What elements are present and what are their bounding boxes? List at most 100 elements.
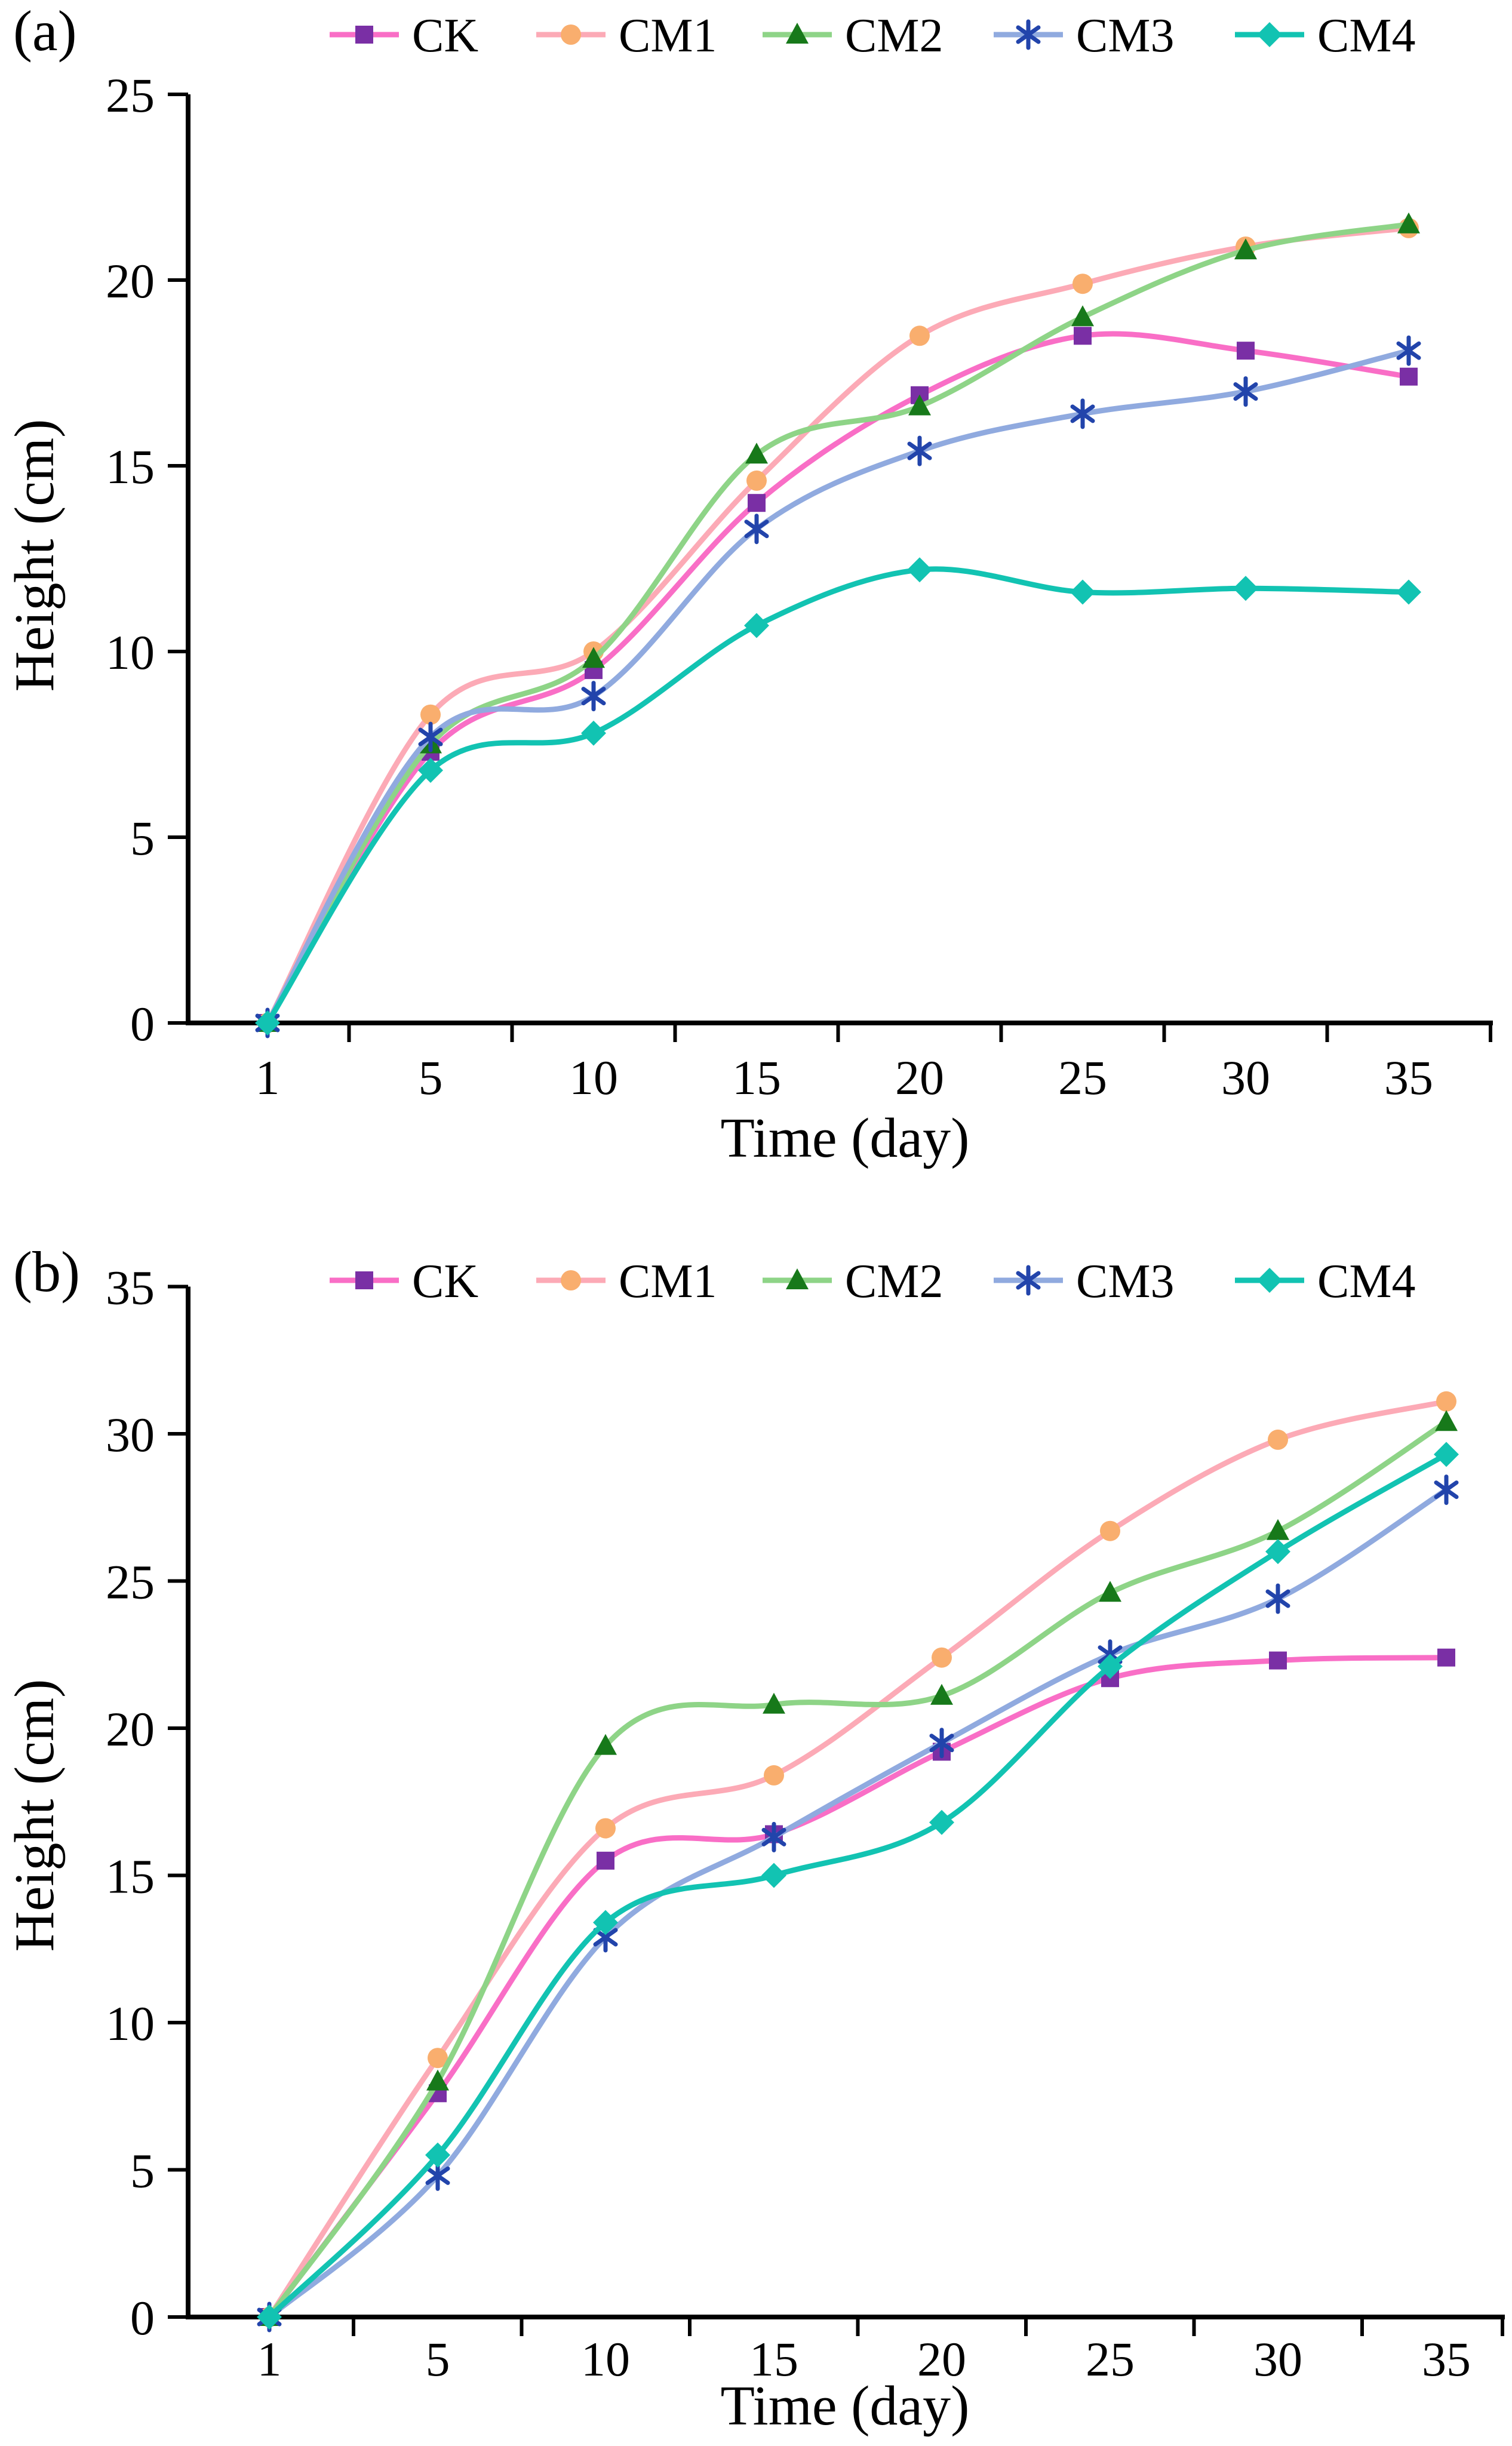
- legend-label-CK: CK: [412, 1255, 478, 1308]
- x-tick-label: 5: [419, 1050, 443, 1105]
- panel-a-x-axis-title: Time (day): [720, 1107, 970, 1169]
- series-CM4-diamond-marker: [418, 758, 443, 783]
- series-CM3-asterisk-stroke: [1396, 341, 1421, 360]
- axis-spines: [186, 94, 1493, 1025]
- series-CM3-asterisk-marker: [581, 681, 606, 712]
- y-tick-label: 15: [106, 440, 155, 494]
- series-CM3-asterisk-marker: [929, 1728, 954, 1759]
- series-CM3-asterisk-marker: [744, 514, 769, 545]
- legend-CK-square-marker: [355, 26, 373, 44]
- legend-item-CM1: CM1: [536, 10, 717, 62]
- series-CK-square-marker: [1437, 1648, 1455, 1667]
- series-CM1-circle-marker: [1072, 274, 1093, 294]
- x-tick-label: 5: [426, 2332, 450, 2386]
- series-CK-square-marker: [1074, 327, 1092, 345]
- series-line-CM3: [266, 1487, 1449, 2320]
- legend-item-CM4: CM4: [1235, 1255, 1416, 1308]
- legend-CM3-asterisk-marker: [1016, 1265, 1041, 1296]
- legend-CM1-circle-marker: [561, 24, 581, 45]
- series-CM1-circle-marker: [420, 704, 441, 725]
- series-CM1-circle-marker: [1268, 1429, 1288, 1450]
- legend-CM1-circle-marker: [561, 1270, 581, 1290]
- series-CM4-diamond-marker: [593, 1910, 618, 1935]
- panel-b-label: (b): [13, 1240, 80, 1304]
- series-CM4-diamond-marker: [425, 2142, 450, 2168]
- x-tick-label: 10: [581, 2332, 630, 2386]
- series-line-CM4: [266, 1452, 1449, 2320]
- series-CM4-diamond-marker: [761, 1863, 786, 1888]
- series-CK-square-marker: [1237, 342, 1255, 360]
- series-CM3-asterisk-marker: [761, 1821, 786, 1852]
- legend-label-CM4: CM4: [1317, 1255, 1416, 1308]
- series-CM1-circle-marker: [909, 325, 930, 346]
- legend-item-CM1: CM1: [536, 1255, 717, 1308]
- y-tick-label: 5: [130, 2144, 155, 2198]
- y-tick-label: 35: [106, 1261, 155, 1315]
- series-CM4-diamond-marker: [907, 557, 932, 583]
- series-CM4-diamond-marker: [1233, 576, 1258, 601]
- legend-item-CM3: CM3: [994, 1255, 1175, 1308]
- series-CM4-diamond-marker: [744, 613, 769, 638]
- x-tick-label: 35: [1384, 1050, 1433, 1105]
- series-CK-square-marker: [597, 1851, 614, 1870]
- series-CM4-diamond-marker: [1396, 579, 1421, 605]
- series-CM2-triangle-marker: [582, 647, 605, 668]
- series-CM2-triangle-marker: [1099, 1581, 1121, 1602]
- series-CM3-asterisk-marker: [907, 435, 932, 466]
- legend-label-CM2: CM2: [845, 10, 944, 62]
- series-CM3-asterisk-marker: [418, 721, 443, 752]
- y-tick-label: 30: [106, 1408, 155, 1462]
- legend-label-CM1: CM1: [619, 1255, 717, 1308]
- series-CM3-asterisk-marker: [1233, 376, 1258, 407]
- series-CM3-asterisk-marker: [1070, 398, 1095, 429]
- series-line-CK: [265, 331, 1412, 1026]
- x-tick-label: 1: [256, 1050, 280, 1105]
- y-tick-label: 10: [106, 1996, 155, 2051]
- series-CM4-diamond-marker: [1098, 1654, 1123, 1679]
- series-CM4-diamond-marker: [581, 720, 606, 746]
- y-tick-label: 20: [106, 254, 155, 308]
- legend-CM3-asterisk-marker: [1016, 19, 1041, 50]
- legend-CK-square-marker: [355, 1271, 373, 1289]
- series-CM2-triangle-marker: [1267, 1519, 1289, 1540]
- series-CM3-asterisk-marker: [1396, 335, 1421, 366]
- legend-CM3-asterisk-stroke: [1016, 1271, 1041, 1290]
- series-CM3-asterisk-stroke: [1434, 1480, 1459, 1499]
- y-tick-label: 20: [106, 1702, 155, 1756]
- legend-item-CK: CK: [330, 1255, 478, 1308]
- series-CM2-triangle-marker: [908, 394, 931, 416]
- x-tick-label: 20: [917, 2332, 966, 2386]
- legend-CM2-triangle-marker: [786, 1268, 809, 1289]
- y-tick-label: 0: [130, 2291, 155, 2345]
- series-CM3-asterisk-marker: [1265, 1583, 1290, 1614]
- series-CM2-triangle-marker: [1234, 238, 1257, 260]
- panel-b-x-axis-title: Time (day): [720, 2375, 970, 2437]
- series-CM3-asterisk-stroke: [581, 687, 606, 706]
- series-CM4-diamond-marker: [1070, 579, 1095, 605]
- series-CM4-diamond-marker: [255, 1010, 280, 1035]
- legend-label-CM4: CM4: [1317, 10, 1416, 62]
- legend-label-CK: CK: [412, 10, 478, 62]
- series-CK-square-marker: [1400, 367, 1418, 386]
- x-tick-label: 1: [257, 2332, 282, 2386]
- legend-label-CM1: CM1: [619, 10, 717, 62]
- legend-item-CM3: CM3: [994, 10, 1175, 62]
- series-CM1-circle-marker: [764, 1765, 784, 1786]
- legend-CM2-triangle-marker: [786, 23, 809, 44]
- legend-item-CM4: CM4: [1235, 10, 1416, 62]
- legend-CM3-asterisk-stroke: [1016, 25, 1041, 44]
- series-CM4-diamond-marker: [1265, 1539, 1290, 1565]
- series-line-CK: [266, 1655, 1449, 2320]
- series-CM3-asterisk-stroke: [1233, 382, 1258, 401]
- series-CM2-triangle-marker: [426, 2069, 449, 2091]
- y-tick-label: 10: [106, 625, 155, 680]
- legend-label-CM3: CM3: [1076, 10, 1175, 62]
- series-CM2-triangle-marker: [1397, 212, 1420, 233]
- series-CM3-asterisk-stroke: [1265, 1589, 1290, 1608]
- series-CM2-triangle-marker: [930, 1683, 953, 1705]
- series-CM3-asterisk-stroke: [418, 727, 443, 746]
- x-tick-label: 10: [569, 1050, 618, 1105]
- series-CM3-asterisk-stroke: [929, 1734, 954, 1753]
